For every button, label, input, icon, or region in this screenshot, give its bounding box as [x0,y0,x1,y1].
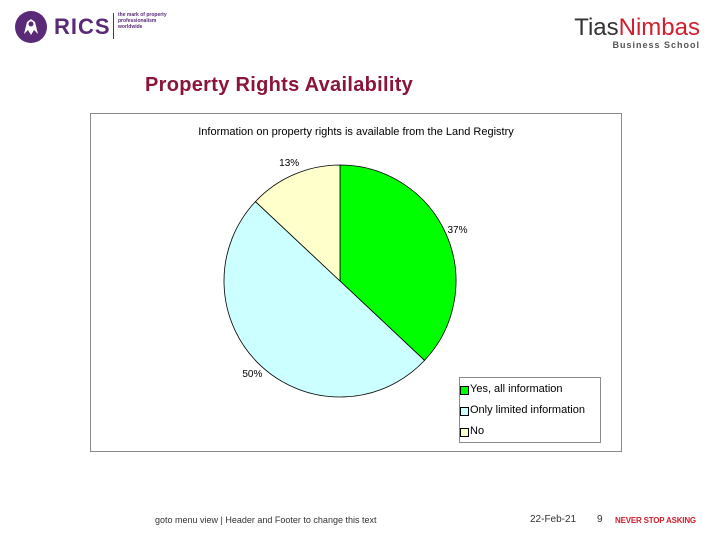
pie-slice [223,201,426,398]
slice-data-label: 13% [279,158,299,169]
rics-divider [113,13,114,39]
rics-crest-icon [15,11,47,43]
legend-label: Yes, all information [470,383,563,395]
nimbas-part: Nimbas [618,14,700,41]
tiasnimbas-logo: TiasNimbas Business School [560,10,710,50]
rics-logo: RICS the mark of property professionalis… [10,6,170,46]
pie-chart: 37% 50% 13% [223,158,468,398]
slice-data-label: 37% [447,225,467,236]
slice-data-label: 50% [242,369,262,380]
chart-legend: Yes, all information Only limited informa… [459,377,601,443]
chart-frame: Information on property rights is availa… [90,113,622,452]
legend-swatch [460,407,469,416]
rics-wordmark: RICS [54,14,111,39]
page-number: 9 [597,514,603,525]
pie-slice [339,164,457,361]
tiasnimbas-wordmark: TiasNimbas [574,14,700,42]
legend-swatch [460,428,469,437]
slide-title: Property Rights Availability [145,74,414,96]
chart-title: Information on property rights is availa… [198,126,514,138]
legend-label: No [470,425,485,437]
legend-swatch [460,386,469,395]
footer-note: goto menu view | Header and Footer to ch… [155,515,377,525]
rics-tagline: the mark of property professionalism wor… [118,12,167,30]
pie-slice [254,164,341,282]
footer-date: 22-Feb-21 [530,514,577,525]
tias-part: Tias [574,14,619,41]
footer-slogan: NEVER STOP ASKING [615,516,696,525]
legend-label: Only limited information [470,404,585,416]
tiasnimbas-subtitle: Business School [612,40,700,50]
